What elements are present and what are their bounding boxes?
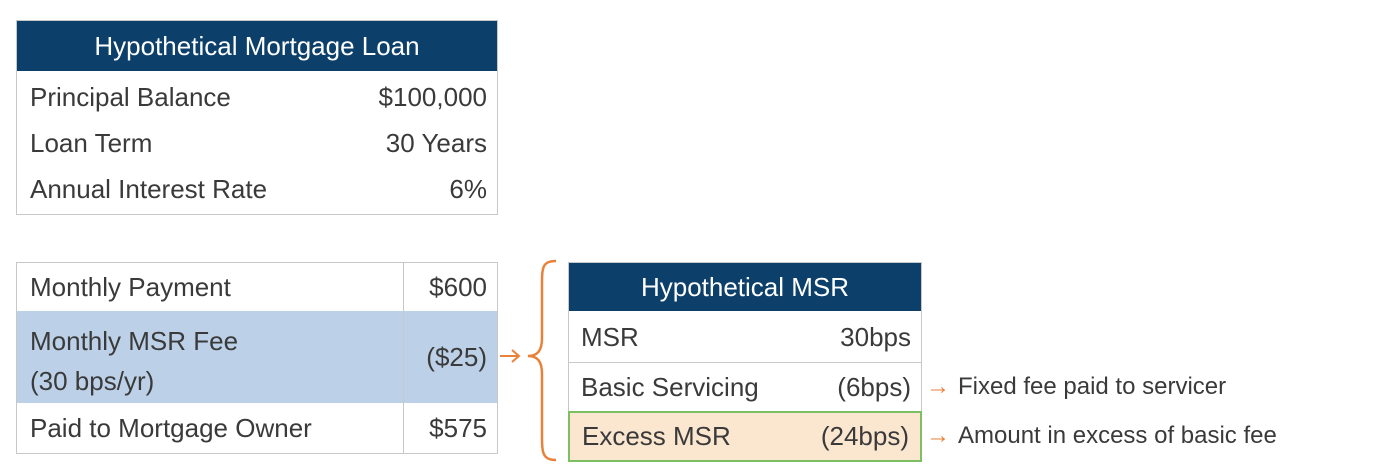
row-label: Monthly Payment bbox=[30, 271, 231, 302]
row-label: Excess MSR bbox=[582, 421, 731, 451]
right-arrow-icon: → bbox=[926, 422, 950, 449]
row-sublabel: (30 bps/yr) bbox=[30, 366, 155, 396]
msr-fee-label-cell: Monthly MSR Fee (30 bps/yr) bbox=[17, 311, 403, 403]
arrow-head-icon bbox=[511, 349, 521, 363]
row-value: $600 bbox=[429, 271, 487, 302]
loan-table-title: Hypothetical Mortgage Loan bbox=[17, 21, 497, 71]
loan-table: Hypothetical Mortgage Loan Principal Bal… bbox=[16, 20, 498, 215]
payment-label-cell: Paid to Mortgage Owner bbox=[17, 403, 403, 453]
payment-value-cell: $600 bbox=[404, 263, 497, 311]
table-row: Loan Term 30 Years bbox=[30, 120, 487, 166]
table-row: Basic Servicing (6bps) bbox=[581, 363, 911, 411]
annotation-text: Fixed fee paid to servicer bbox=[958, 373, 1227, 400]
row-label: Paid to Mortgage Owner bbox=[30, 412, 312, 443]
excess-msr-row: Excess MSR (24bps) bbox=[568, 411, 922, 462]
row-label: Monthly MSR Fee bbox=[30, 326, 239, 356]
row-label: Principal Balance bbox=[30, 81, 231, 112]
msr-table-title: Hypothetical MSR bbox=[569, 263, 921, 311]
table-row: Principal Balance $100,000 bbox=[30, 74, 487, 120]
row-value: (24bps) bbox=[820, 421, 909, 451]
row-label: Basic Servicing bbox=[581, 371, 759, 402]
row-value: 30bps bbox=[840, 321, 911, 352]
column-divider bbox=[403, 263, 404, 453]
msr-fee-value-cell: ($25) bbox=[404, 311, 497, 403]
row-label: MSR bbox=[581, 321, 639, 352]
msr-table: Hypothetical MSR MSR 30bps Basic Servici… bbox=[568, 262, 922, 462]
annotation-excess-msr: → Amount in excess of basic fee bbox=[926, 416, 1277, 456]
row-label: Loan Term bbox=[30, 127, 153, 158]
row-value: $575 bbox=[429, 412, 487, 443]
row-divider bbox=[569, 362, 921, 363]
annotation-basic-servicing: → Fixed fee paid to servicer bbox=[926, 367, 1226, 407]
payment-value-cell: $575 bbox=[404, 403, 497, 453]
row-label: Annual Interest Rate bbox=[30, 173, 268, 204]
row-value: $100,000 bbox=[378, 81, 487, 112]
annotation-text: Amount in excess of basic fee bbox=[958, 422, 1277, 449]
table-row: Annual Interest Rate 6% bbox=[30, 166, 487, 212]
row-value: 30 Years bbox=[385, 127, 487, 158]
row-value: 6% bbox=[449, 173, 487, 204]
right-arrow-icon: → bbox=[926, 373, 950, 400]
payment-table: Monthly Payment $600 Monthly MSR Fee (30… bbox=[16, 262, 498, 454]
table-row: MSR 30bps bbox=[581, 313, 911, 361]
row-value: (6bps) bbox=[837, 371, 911, 402]
row-value: ($25) bbox=[426, 341, 487, 372]
payment-label-cell: Monthly Payment bbox=[17, 263, 403, 311]
connector-arrow-brace bbox=[500, 259, 557, 462]
curly-brace-icon bbox=[527, 259, 557, 462]
